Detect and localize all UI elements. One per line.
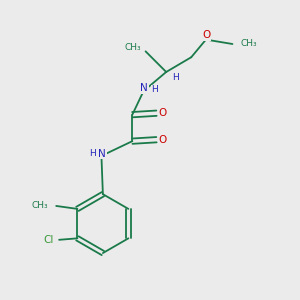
Text: CH₃: CH₃ (124, 43, 141, 52)
Text: O: O (159, 108, 167, 118)
Text: Cl: Cl (44, 235, 54, 245)
Text: N: N (140, 83, 148, 93)
Text: N: N (98, 148, 106, 158)
Text: O: O (202, 30, 211, 40)
Text: H: H (172, 73, 179, 82)
Text: CH₃: CH₃ (31, 201, 48, 210)
Text: H: H (89, 149, 96, 158)
Text: CH₃: CH₃ (241, 39, 257, 48)
Text: H: H (151, 85, 158, 94)
Text: O: O (159, 135, 167, 145)
